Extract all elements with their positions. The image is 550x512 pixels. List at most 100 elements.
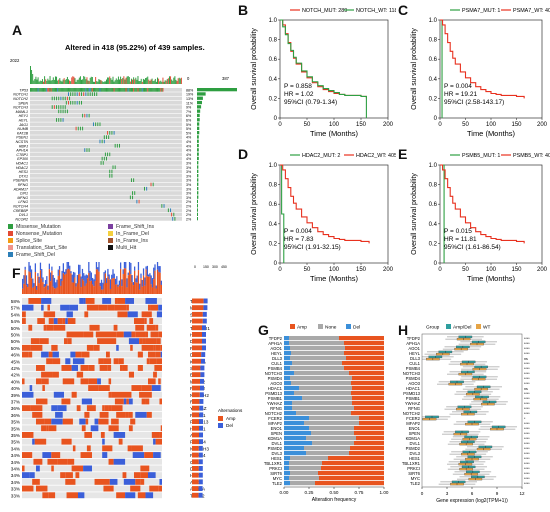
oncoprint-pct-label: 3% [186,166,192,170]
cnv-row-bg [22,371,162,378]
cnv-cell [22,465,25,472]
top-bar-del [159,266,161,273]
top-bar-amp [155,288,157,294]
top-bar-del [55,282,57,289]
top-bar-amp [85,283,87,294]
km-stat-text: P = 0.015 [444,228,472,235]
cnv-pct-label: 50% [11,346,20,351]
oncoprint-cell [109,152,111,157]
oncoprint-top-bar [92,81,94,84]
top-bar-del [67,259,70,269]
top-bar-del [94,274,96,281]
top-bar-del [109,279,112,289]
oncoprint-cell [58,96,60,101]
oncoprint-pct-label: 3% [186,187,192,191]
cnv-cell [72,445,76,452]
stacked-bar-segment [302,396,352,401]
cnv-cell [22,391,34,398]
top-bar-del [151,278,154,288]
cnv-cell [52,351,59,358]
oncoprint-cell [88,148,90,152]
y-tick-label: 0 [274,116,278,122]
oncoprint-cell [109,169,111,174]
top-bar-amp [28,271,30,294]
stacked-bar-segment [284,476,289,481]
top-bar-amp [34,272,36,294]
oncoprint-cell [111,174,113,178]
legend-label: PSMB5_WT: 406 [513,153,550,159]
cnv-cell [83,331,94,338]
oncoprint-pct-label: 4% [186,144,192,148]
top-bar-del [97,267,99,270]
stacked-bar-segment [345,346,384,351]
y-tick-label: 0.8 [269,183,278,189]
category-label: FCER2 [406,416,420,421]
significance-label: **** [524,342,530,346]
oncoprint-gene-label: HES1 [19,170,28,174]
cnv-cell [89,324,100,331]
top-bar-del [144,277,146,286]
oncoprint-top-bar [37,77,39,84]
oncoprint-gene-label: RBPJ [19,144,28,148]
oncoprint-cell [130,88,132,92]
panel-f-cnv-oncoprint: 015030045058%TLE257%MYC54%SIRT654%PRKCI5… [0,257,252,512]
cnv-cell [48,425,57,432]
cnv-pct-label: 36% [11,406,20,411]
oncoprint-cell [117,88,119,92]
oncoprint-cell [70,100,72,105]
oncoprint-pct-label: 4% [186,136,192,140]
oncoprint-row-bg [30,208,182,213]
legend-label: Frame_Shift_Ins [116,224,154,230]
top-bar-del [118,280,120,286]
oncoprint-cell [76,100,78,105]
top-bar-del [112,269,114,279]
cnv-right-bar-del [199,412,204,418]
cnv-cell [41,371,53,378]
cnv-right-bar-amp [192,486,199,491]
top-bar-amp [159,272,161,294]
oncoprint-cell [100,88,102,92]
oncoprint-top-bar [99,79,101,84]
panel-label-g: G [258,322,269,338]
cnv-cell [70,351,76,358]
top-bar-amp [22,288,24,294]
legend-swatch [108,224,113,229]
cnv-right-bar-amp [192,318,203,324]
stacked-bar-segment [294,391,351,396]
panel-b-km-plot: NOTCH_MUT: 289 NOTCH_WT: 118 0 50 100 150 200 0… [236,0,398,150]
cnv-cell [76,371,84,378]
km-stat-text: HR = 19.21 [444,91,477,98]
oncoprint-cell [39,88,41,92]
cnv-cell [108,391,112,398]
top-bar-amp [70,273,72,294]
cnv-right-bar-amp [192,492,199,498]
oncoprint-cell [99,122,101,127]
oncoprint-cell [66,88,68,92]
cnv-cell [155,324,159,331]
cnv-cell [120,365,123,371]
oncoprint-cell [37,88,39,92]
oncoprint-cell [99,139,101,144]
oncoprint-cell [97,122,99,127]
oncoprint-top-bar [47,78,49,84]
top-bar-amp [137,270,140,294]
stacked-bar-segment [309,426,354,431]
oncoprint-pct-label: 3% [186,170,192,174]
cnv-cell [80,378,89,385]
oncoprint-top-bar [119,79,121,84]
top-bar-amp [64,274,66,294]
x-axis-label: Time (Months) [310,129,359,138]
top-bar-amp [36,289,38,294]
oncoprint-right-bar [197,169,199,173]
cnv-cell [145,398,150,405]
significance-label: **** [524,337,530,341]
cnv-cell [65,358,71,365]
panel-h-boxplot: Group Amp/Del WT TFDP2 **** APH1A **** AGO1 ****… [396,320,550,512]
oncoprint-top-bar [111,79,113,84]
cnv-cell [111,405,123,412]
oncoprint-right-bar [197,217,198,221]
oncoprint-top-bar [167,78,169,84]
oncoprint-top-bar [115,78,117,84]
cnv-cell [36,465,40,472]
oncoprint-top-bar [60,80,62,84]
